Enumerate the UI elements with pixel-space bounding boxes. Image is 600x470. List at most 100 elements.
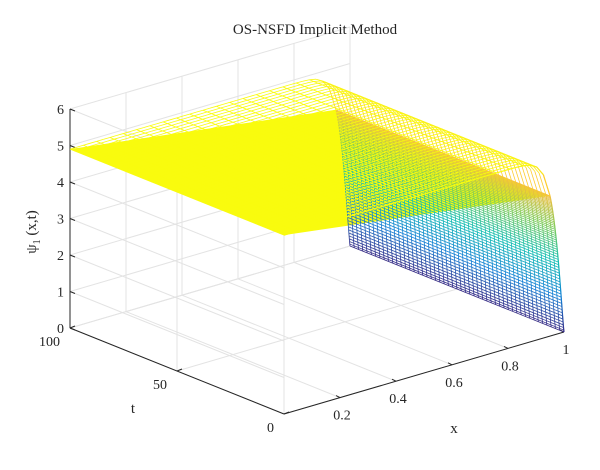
surface-mesh-line-x (264, 220, 272, 224)
surface-mesh-line-x (419, 139, 427, 143)
surface-mesh-line-x (315, 208, 323, 212)
surface-mesh-line-x (386, 109, 394, 112)
surface-mesh-line-x (517, 164, 525, 186)
surface-mesh-line-x (478, 149, 485, 153)
surface-mesh-line-x (321, 174, 329, 177)
surface-mesh-line-x (450, 142, 457, 146)
surface-mesh-line-x (364, 200, 372, 204)
surface-mesh-line-x (426, 170, 434, 173)
surface-mesh-line-x (341, 135, 349, 139)
surface-mesh-line-x (271, 209, 279, 213)
surface-mesh-line-x (252, 164, 260, 168)
surface-mesh-line-x (465, 144, 473, 147)
surface-mesh-line-x (148, 150, 156, 154)
surface-mesh-line-x (393, 188, 400, 192)
surface-mesh-line-x (354, 131, 362, 135)
surface-mesh-line-x (307, 196, 315, 199)
surface-mesh-line-x (362, 153, 370, 157)
surface-mesh-line-x (344, 113, 352, 117)
surface-mesh-line-x (381, 124, 389, 127)
surface-mesh-line-x (194, 178, 202, 182)
surface-mesh-line-x (184, 169, 192, 173)
surface-mesh-line-x (377, 154, 385, 158)
surface-mesh-line-x (402, 132, 410, 136)
surface-mesh-line-x (374, 135, 381, 138)
surface-mesh-line-x (386, 140, 394, 143)
surface-mesh-line-x (323, 146, 331, 150)
surface-mesh-line-x (160, 132, 168, 135)
surface-mesh-line-x (204, 163, 212, 167)
surface-mesh-line-x (255, 101, 263, 105)
surface-mesh-line-x (406, 175, 414, 179)
surface-mesh (69, 78, 565, 333)
surface-mesh-line-x (324, 82, 332, 85)
surface-mesh-line-x (486, 153, 494, 156)
surface-mesh-line-x (375, 158, 382, 162)
surface-mesh-line-x (319, 210, 327, 214)
surface-mesh-line-x (409, 163, 417, 166)
surface-mesh-line-x (377, 106, 385, 108)
surface-mesh-line-x (414, 155, 422, 159)
surface-mesh-line-x (427, 123, 435, 127)
surface-mesh-line-x (307, 112, 315, 116)
surface-mesh-line-x (240, 192, 247, 195)
surface-mesh-line-x (417, 184, 425, 188)
surface-mesh-line-x (197, 165, 205, 169)
surface-mesh-line-x (302, 87, 310, 91)
surface-mesh-line-x (504, 154, 512, 158)
surface-mesh-line-x (277, 100, 285, 104)
surface-mesh-line-x (375, 140, 383, 144)
surface-mesh-line-x (222, 143, 230, 147)
surface-mesh-line-x (203, 182, 211, 185)
surface-mesh-line-x (327, 199, 334, 203)
surface-mesh-line-x (285, 154, 293, 158)
surface-mesh-line-x (302, 161, 310, 165)
surface-mesh-line-x (291, 120, 299, 124)
surface-mesh-line-x (249, 219, 257, 222)
surface-mesh-line-x (299, 142, 307, 145)
surface-mesh-line-x (322, 123, 330, 127)
surface-mesh-line-x (311, 197, 319, 201)
surface-mesh-line-x (276, 86, 283, 90)
surface-mesh-line-x (379, 160, 387, 163)
surface-mesh-line-x (448, 137, 456, 141)
surface-mesh-line-x (268, 97, 276, 101)
surface-mesh-line-x (435, 132, 443, 135)
surface-mesh-line-x (308, 86, 316, 89)
surface-mesh-line-x (298, 201, 306, 205)
surface-mesh-line-x (405, 114, 413, 118)
surface-mesh-line-x (331, 150, 339, 154)
surface-mesh-line-x (340, 186, 348, 190)
surface-mesh-line-x (169, 126, 177, 130)
surface-mesh-line-x (194, 187, 202, 191)
surface-mesh-line-x (325, 193, 333, 197)
surface-mesh-line-x (190, 185, 198, 189)
surface-mesh-line-x (200, 162, 208, 165)
surface-mesh-line-x (401, 159, 409, 163)
surface-mesh-line-x (286, 178, 294, 182)
surface-mesh-line-x (220, 147, 228, 151)
surface-mesh-line-x (272, 200, 280, 204)
surface-mesh-line-x (278, 165, 286, 169)
surface-mesh-line-x (289, 207, 297, 211)
surface-mesh-line-x (262, 141, 270, 144)
surface-mesh-line-x (411, 136, 418, 139)
surface-mesh-line-x (493, 152, 501, 155)
surface-mesh-line-x (107, 138, 115, 142)
surface-mesh-line-x (126, 151, 134, 154)
surface-mesh-line-x (243, 202, 251, 206)
surface-mesh-line-x (393, 147, 400, 151)
surface-mesh-line-x (279, 156, 286, 160)
surface-mesh-line-x (176, 157, 184, 160)
surface-mesh-line-x (322, 114, 330, 118)
surface-mesh-line-x (326, 125, 334, 128)
surface-mesh-line-x (508, 161, 515, 165)
surface-mesh-line-x (181, 182, 189, 186)
surface-mesh-line-x (323, 96, 331, 100)
surface-mesh-line-x (263, 206, 271, 209)
surface-mesh-line-x (287, 109, 295, 113)
surface-mesh-line-x (189, 194, 197, 198)
surface-mesh-line-x (461, 143, 468, 146)
surface-mesh-line-x (432, 153, 439, 157)
surface-mesh-line-x (344, 104, 352, 108)
